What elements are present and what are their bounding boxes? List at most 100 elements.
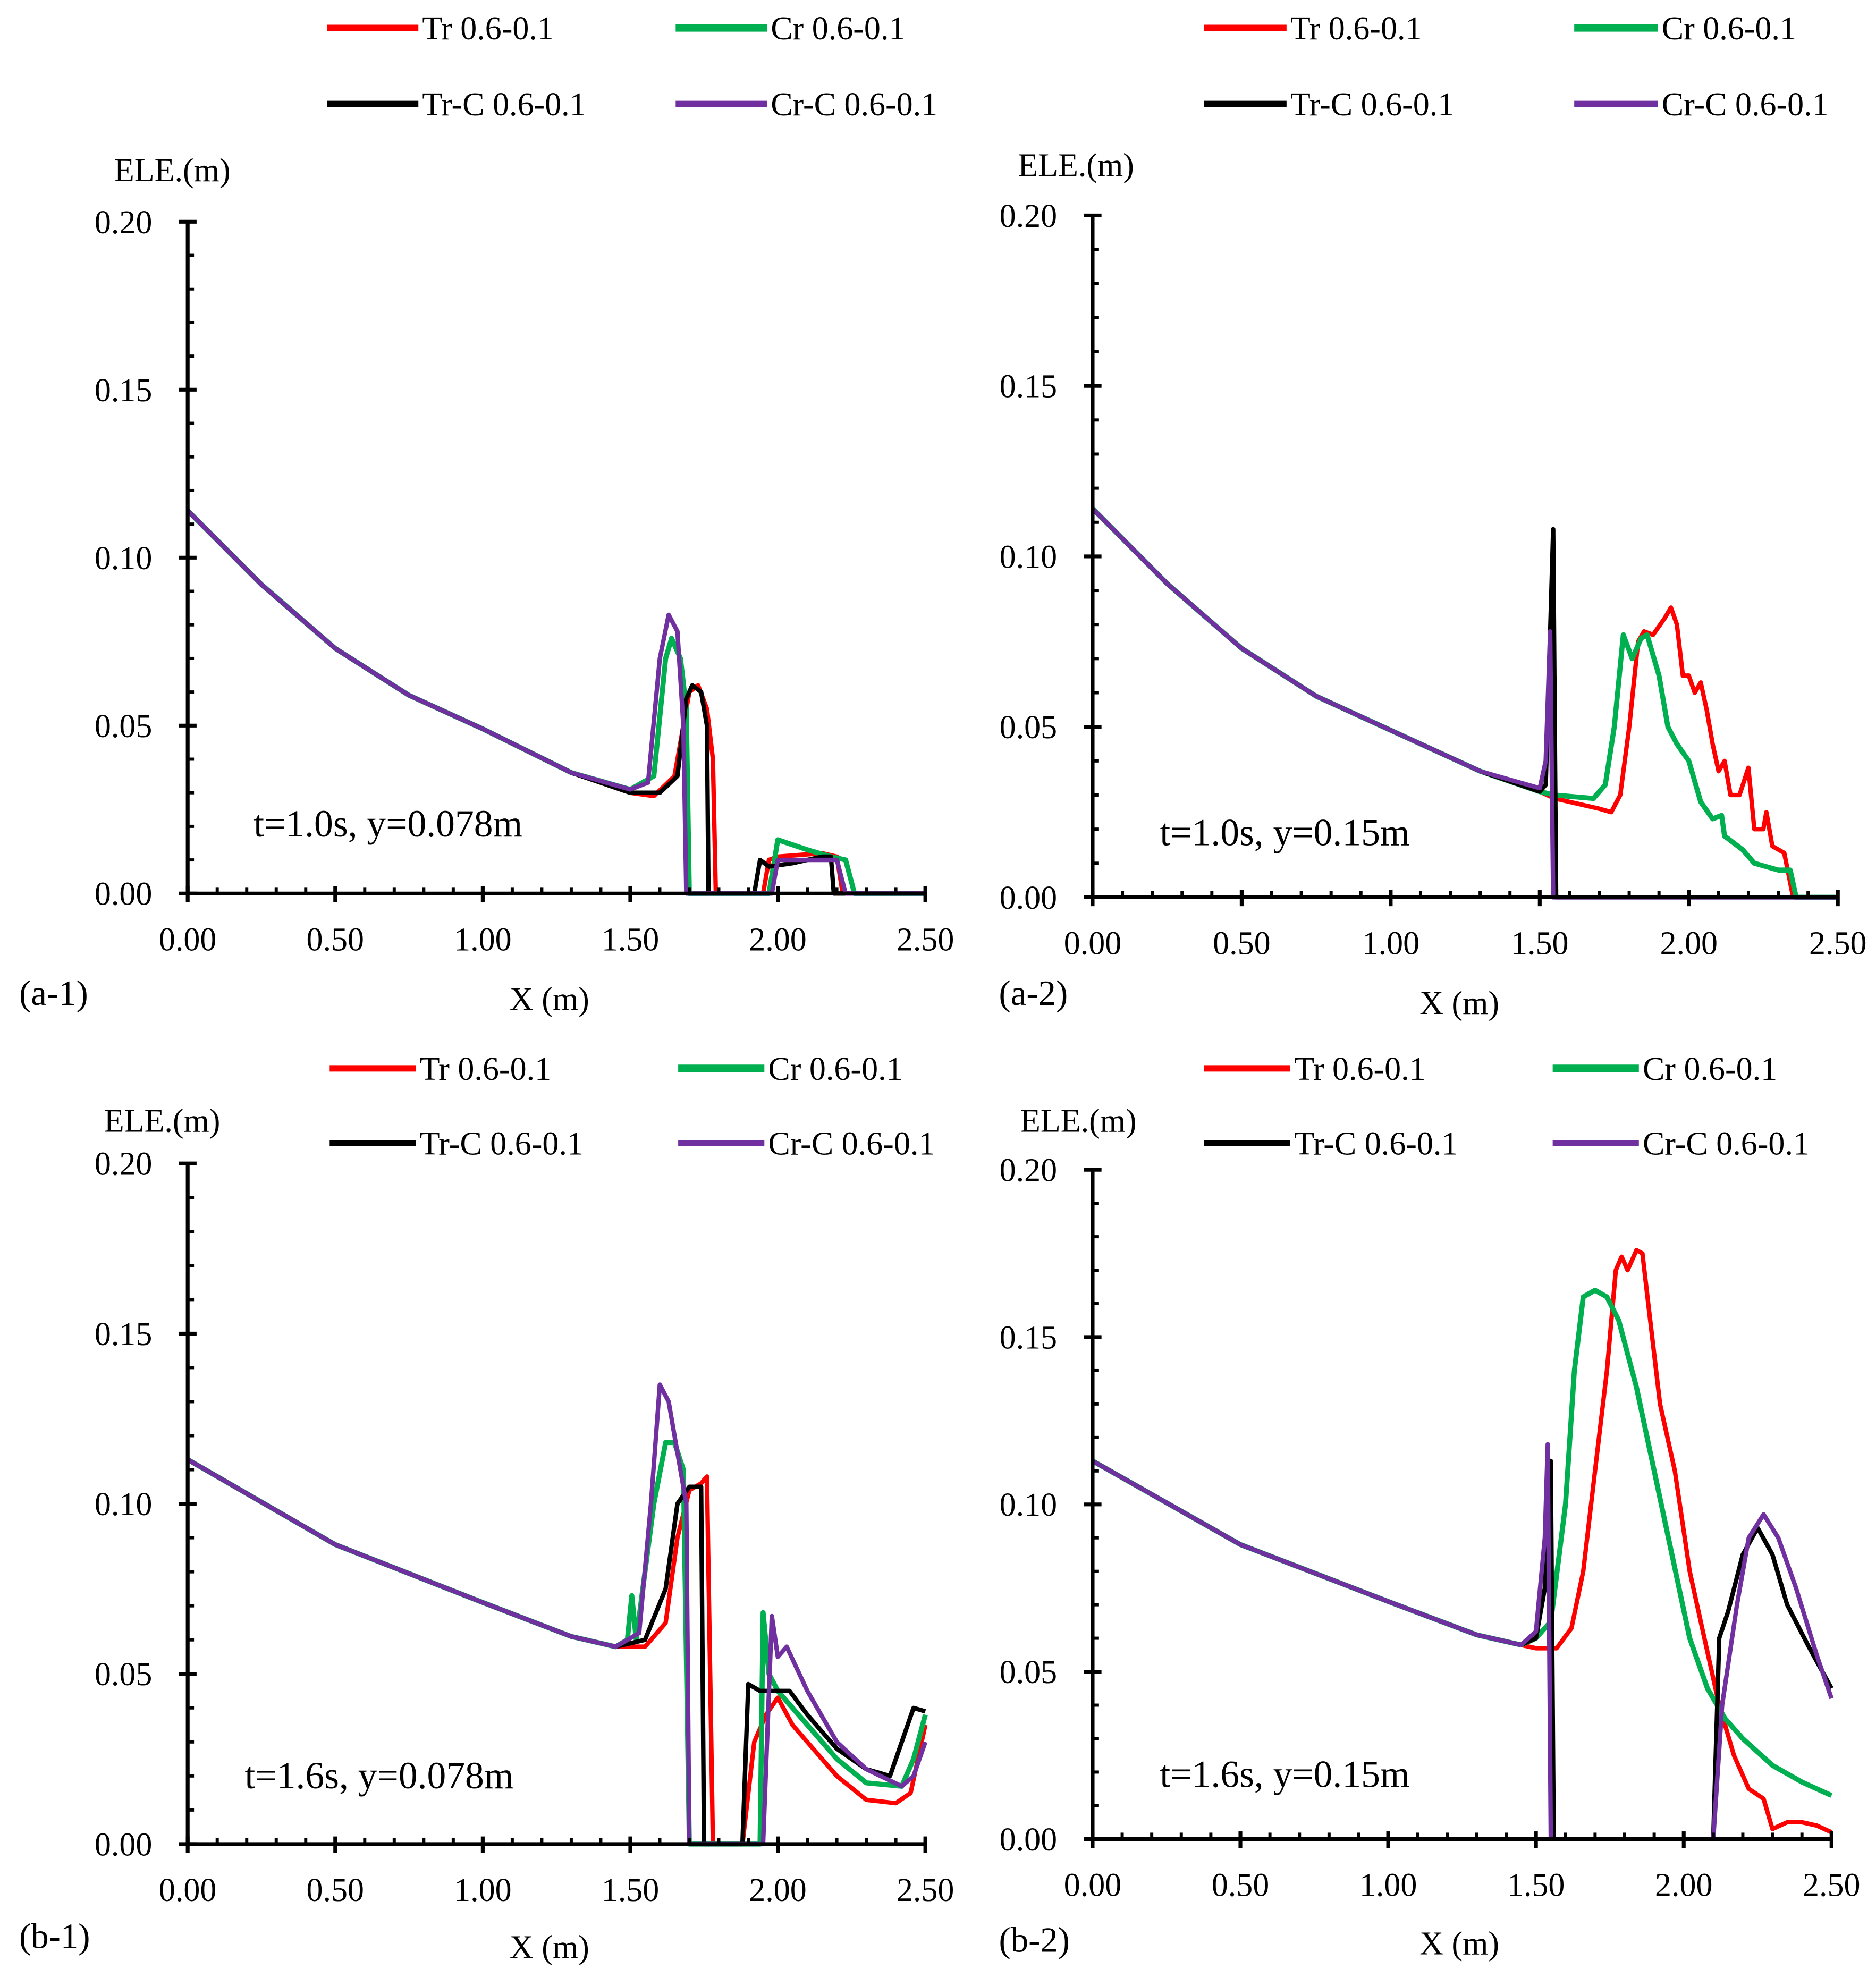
- x-tick-label: 0.00: [1064, 926, 1122, 962]
- x-tick-label: 0.00: [159, 922, 217, 958]
- x-axis-label: X (m): [1419, 985, 1499, 1021]
- y-tick-label: 0.00: [95, 1827, 153, 1863]
- legend-item: Cr 0.6-0.1: [675, 11, 905, 47]
- chart-panel: 0.00 0.50 1.00 1.50 2.00 2.50 0.00 0.05 0.10 0.15…: [19, 11, 954, 1018]
- y-axis-label: ELE.(m): [114, 153, 231, 189]
- legend-label: Tr-C 0.6-0.1: [420, 1126, 584, 1162]
- legend-item: Tr 0.6-0.1: [329, 1051, 551, 1087]
- series-line: [1091, 1248, 1833, 1835]
- x-tick-label: 1.50: [602, 922, 660, 958]
- chart-panel: 0.00 0.50 1.00 1.50 2.00 2.50 0.00 0.05 0.10 0.15…: [19, 1051, 954, 1966]
- x-tick-label: 1.50: [1511, 926, 1569, 962]
- legend-item: Tr 0.6-0.1: [1204, 11, 1422, 47]
- legend-item: Tr-C 0.6-0.1: [329, 1126, 584, 1162]
- x-tick-label: 1.50: [1507, 1867, 1565, 1904]
- x-axis-label: X (m): [510, 982, 589, 1018]
- x-axis-label: X (m): [1419, 1925, 1499, 1962]
- legend-item: Tr 0.6-0.1: [1204, 1051, 1426, 1087]
- y-tick-label: 0.10: [95, 540, 153, 577]
- x-axis-label: X (m): [510, 1930, 589, 1966]
- legend-item: Cr 0.6-0.1: [678, 1051, 903, 1087]
- legend: Tr 0.6-0.1 Cr 0.6-0.1 Tr-C 0.6-0.1 Cr-C 0.6…: [329, 1051, 935, 1162]
- legend: Tr 0.6-0.1 Cr 0.6-0.1 Tr-C 0.6-0.1 Cr-C 0.6…: [327, 11, 937, 123]
- annotation: t=1.6s, y=0.15m: [1160, 1754, 1409, 1796]
- x-tick-label: 2.00: [749, 1872, 807, 1908]
- x-tick-label: 1.00: [454, 1872, 512, 1908]
- y-tick-label: 0.05: [1000, 1654, 1058, 1691]
- legend-item: Cr 0.6-0.1: [1552, 1051, 1777, 1087]
- legend-label: Tr 0.6-0.1: [1290, 11, 1422, 47]
- x-tick-label: 1.00: [1362, 926, 1420, 962]
- y-tick-label: 0.00: [1000, 880, 1058, 916]
- legend-label: Tr 0.6-0.1: [1294, 1051, 1426, 1087]
- annotation: t=1.0s, y=0.15m: [1160, 812, 1409, 854]
- legend-item: Cr-C 0.6-0.1: [1574, 87, 1829, 123]
- legend: Tr 0.6-0.1 Cr 0.6-0.1 Tr-C 0.6-0.1 Cr-C 0.6…: [1204, 1051, 1810, 1162]
- y-tick-label: 0.15: [95, 373, 153, 409]
- x-tick-label: 0.00: [159, 1872, 217, 1908]
- legend-label: Cr-C 0.6-0.1: [1662, 87, 1829, 123]
- panel-label: (a-2): [999, 974, 1068, 1013]
- x-tick-label: 2.50: [1809, 926, 1866, 962]
- series-line: [186, 509, 926, 896]
- x-tick-label: 0.50: [1212, 1867, 1270, 1904]
- series-line: [1091, 507, 1838, 900]
- legend-item: Tr-C 0.6-0.1: [327, 87, 586, 123]
- x-tick-label: 0.00: [1064, 1867, 1122, 1904]
- y-tick-label: 0.05: [95, 708, 153, 745]
- chart-panel: 0.00 0.50 1.00 1.50 2.00 2.50 0.00 0.05 0.10 0.15…: [999, 11, 1866, 1021]
- x-tick-label: 1.00: [1359, 1867, 1417, 1904]
- legend-label: Tr-C 0.6-0.1: [1290, 87, 1454, 123]
- y-tick-label: 0.20: [1000, 1153, 1058, 1189]
- y-tick-label: 0.20: [1000, 198, 1058, 234]
- x-tick-label: 2.50: [897, 1872, 954, 1908]
- legend-label: Tr 0.6-0.1: [422, 11, 554, 47]
- legend-label: Tr-C 0.6-0.1: [422, 87, 586, 123]
- panel-label: (a-1): [19, 974, 88, 1013]
- x-tick-label: 2.00: [1660, 926, 1718, 962]
- series-line: [187, 1382, 928, 1847]
- panel-label: (b-2): [999, 1921, 1069, 1960]
- legend-label: Cr 0.6-0.1: [771, 11, 905, 47]
- legend-item: Tr-C 0.6-0.1: [1204, 87, 1454, 123]
- legend-label: Cr 0.6-0.1: [1643, 1051, 1777, 1087]
- legend-label: Cr-C 0.6-0.1: [768, 1126, 935, 1162]
- legend-label: Tr 0.6-0.1: [420, 1051, 551, 1087]
- legend-label: Cr 0.6-0.1: [1662, 11, 1796, 47]
- x-tick-label: 2.00: [1655, 1867, 1713, 1904]
- y-axis-label: ELE.(m): [1018, 147, 1134, 183]
- y-tick-label: 0.20: [95, 205, 153, 241]
- legend-item: Cr-C 0.6-0.1: [1552, 1126, 1810, 1162]
- legend-item: Cr 0.6-0.1: [1574, 11, 1796, 47]
- y-tick-label: 0.10: [95, 1486, 153, 1523]
- x-tick-label: 2.50: [1803, 1867, 1860, 1904]
- legend-label: Cr-C 0.6-0.1: [1643, 1126, 1810, 1162]
- legend-label: Tr-C 0.6-0.1: [1294, 1126, 1458, 1162]
- y-tick-label: 0.10: [1000, 1487, 1058, 1523]
- legend-label: Cr-C 0.6-0.1: [771, 87, 937, 123]
- x-tick-label: 0.50: [307, 1872, 364, 1908]
- legend-item: Tr 0.6-0.1: [327, 11, 554, 47]
- x-tick-label: 0.50: [1213, 926, 1271, 962]
- y-axis-label: ELE.(m): [1020, 1103, 1137, 1139]
- y-axis-label: ELE.(m): [104, 1103, 221, 1139]
- y-tick-label: 0.05: [95, 1657, 153, 1693]
- legend-label: Cr 0.6-0.1: [768, 1051, 902, 1087]
- y-tick-label: 0.05: [1000, 709, 1058, 746]
- y-tick-label: 0.00: [95, 876, 153, 912]
- annotation: t=1.6s, y=0.078m: [245, 1755, 514, 1797]
- y-tick-label: 0.15: [95, 1316, 153, 1353]
- x-tick-label: 2.00: [749, 922, 807, 958]
- y-tick-label: 0.20: [95, 1146, 153, 1182]
- y-tick-label: 0.00: [1000, 1822, 1058, 1858]
- chart-panel: 0.00 0.50 1.00 1.50 2.00 2.50 0.00 0.05 0.10 0.15…: [999, 1051, 1860, 1962]
- legend-item: Tr-C 0.6-0.1: [1204, 1126, 1458, 1162]
- panel-label: (b-1): [19, 1917, 90, 1956]
- x-tick-label: 2.50: [897, 922, 954, 958]
- x-tick-label: 1.50: [602, 1872, 660, 1908]
- x-tick-label: 1.00: [454, 922, 512, 958]
- y-tick-label: 0.15: [1000, 369, 1058, 405]
- x-tick-label: 0.50: [307, 922, 364, 958]
- y-tick-label: 0.10: [1000, 539, 1058, 575]
